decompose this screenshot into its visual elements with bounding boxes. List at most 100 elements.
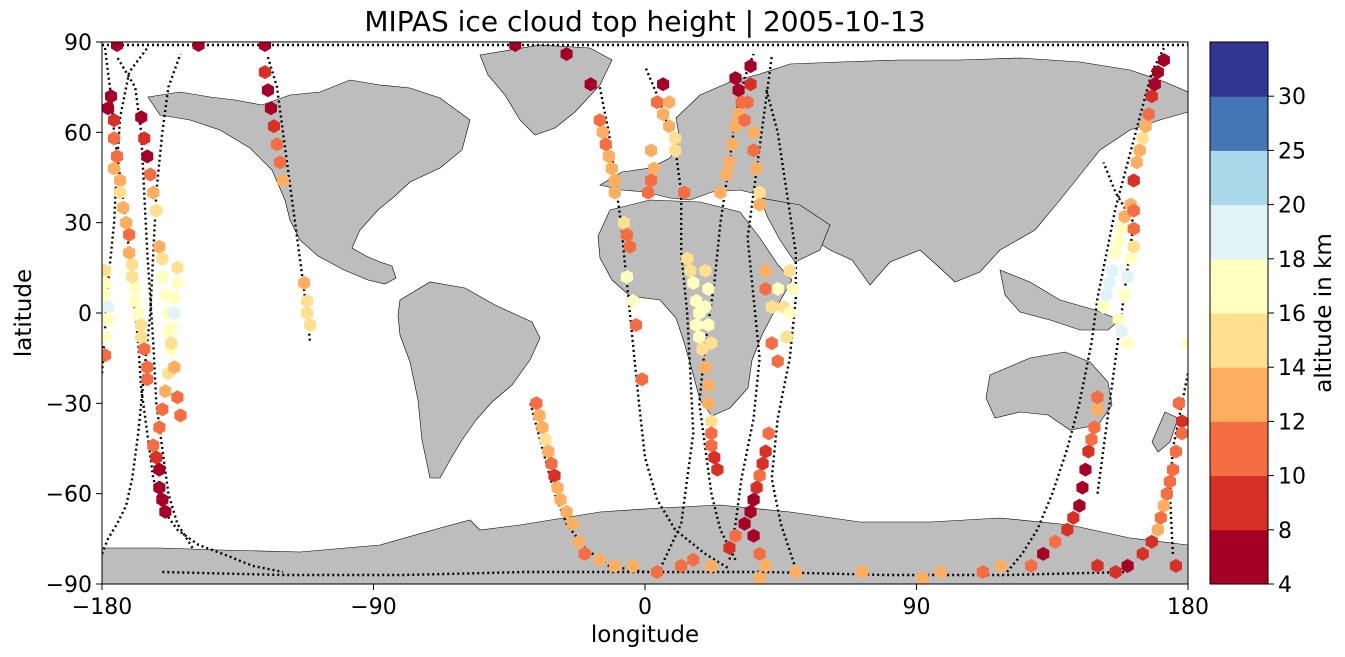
cloud-marker xyxy=(593,552,606,567)
colorbar-label: altitude in km xyxy=(1311,233,1337,393)
cloud-marker xyxy=(168,306,181,320)
cloud-marker xyxy=(759,263,772,278)
colorbar-segment xyxy=(1210,529,1268,585)
cloud-marker xyxy=(1175,414,1188,429)
cloud-marker xyxy=(675,558,688,573)
cloud-marker xyxy=(605,161,618,176)
cloud-marker xyxy=(105,89,118,104)
cloud-marker xyxy=(153,420,166,435)
cloud-marker xyxy=(153,462,166,477)
cloud-marker xyxy=(684,263,697,278)
cloud-marker xyxy=(117,200,130,215)
cloud-marker xyxy=(645,143,658,158)
colorbar-segment xyxy=(1210,96,1268,151)
cloud-marker xyxy=(669,143,682,158)
cloud-marker xyxy=(702,318,715,332)
cloud-marker xyxy=(1145,534,1158,549)
cloud-marker xyxy=(687,275,700,290)
cloud-marker xyxy=(135,110,148,125)
cloud-marker xyxy=(102,348,112,363)
cloud-marker xyxy=(1136,131,1149,146)
cloud-marker xyxy=(258,65,271,80)
colorbar-tick-label: 12 xyxy=(1278,410,1306,435)
cloud-marker xyxy=(1151,522,1164,537)
x-tick-label: −90 xyxy=(350,595,396,620)
y-axis-label: latitude xyxy=(11,269,37,357)
orbit-track xyxy=(1096,161,1135,494)
x-tick-label: 180 xyxy=(1167,595,1209,620)
cloud-marker xyxy=(702,396,715,411)
cloud-marker xyxy=(1172,396,1185,411)
landmass-southeast-asia xyxy=(999,269,1121,331)
cloud-marker xyxy=(1112,233,1125,248)
cloud-marker xyxy=(114,173,127,188)
cloud-marker xyxy=(765,300,778,314)
cloud-marker xyxy=(1115,324,1128,339)
cloud-marker xyxy=(1088,420,1101,435)
cloud-marker xyxy=(1073,498,1086,513)
cloud-marker xyxy=(723,540,736,555)
colorbar-segment xyxy=(1210,258,1268,314)
cloud-marker xyxy=(651,565,664,579)
cloud-marker xyxy=(129,281,142,296)
cloud-marker xyxy=(1082,444,1095,459)
cloud-marker xyxy=(753,546,766,561)
cloud-marker xyxy=(602,149,615,164)
cloud-marker xyxy=(304,318,317,332)
cloud-marker xyxy=(856,565,869,579)
cloud-marker xyxy=(1148,77,1161,92)
cloud-marker xyxy=(783,263,796,278)
cloud-marker xyxy=(156,402,169,417)
cloud-marker xyxy=(1085,432,1098,447)
cloud-marker xyxy=(102,330,112,345)
cloud-marker xyxy=(1118,287,1131,302)
y-tick-label: 0 xyxy=(78,302,92,327)
cloud-marker xyxy=(1130,155,1143,170)
cloud-marker xyxy=(1136,546,1149,561)
x-axis-label: longitude xyxy=(591,622,699,648)
cloud-marker xyxy=(714,185,727,200)
colorbar-segment xyxy=(1210,42,1268,97)
cloud-marker xyxy=(102,275,112,290)
cloud-marker xyxy=(1091,402,1104,417)
y-tick-label: 90 xyxy=(64,31,92,56)
cloud-marker xyxy=(1097,300,1110,314)
cloud-marker xyxy=(1061,522,1074,537)
cloud-marker xyxy=(1025,558,1038,573)
cloud-marker xyxy=(156,269,169,284)
colorbar-tick-label: 8 xyxy=(1278,519,1292,544)
cloud-marker xyxy=(1079,462,1092,477)
cloud-marker xyxy=(596,125,609,140)
cloud-marker xyxy=(539,432,552,447)
ice-cloud-markers xyxy=(102,42,1188,584)
cloud-marker xyxy=(780,330,793,345)
cloud-marker xyxy=(1100,287,1113,302)
cloud-marker xyxy=(1169,444,1182,459)
cloud-marker xyxy=(1160,486,1173,501)
cloud-marker xyxy=(1112,312,1125,326)
cloud-marker xyxy=(1157,498,1170,513)
cloud-marker xyxy=(1127,239,1140,254)
cloud-marker xyxy=(261,83,274,98)
cloud-marker xyxy=(171,390,184,405)
orbit-track xyxy=(116,56,194,549)
cloud-marker xyxy=(762,426,775,441)
cloud-marker xyxy=(1139,119,1152,134)
cloud-marker xyxy=(642,185,655,200)
cloud-marker xyxy=(165,336,178,351)
cloud-marker xyxy=(645,173,658,188)
cloud-marker xyxy=(258,42,271,52)
colorbar-segment xyxy=(1210,204,1268,260)
cloud-marker xyxy=(994,558,1007,573)
cloud-marker xyxy=(789,565,802,579)
cloud-marker xyxy=(753,571,766,584)
cloud-marker xyxy=(705,414,718,429)
cloud-marker xyxy=(617,215,630,230)
cloud-marker xyxy=(1169,558,1182,573)
cloud-marker xyxy=(753,197,766,212)
cloud-marker xyxy=(102,101,115,116)
cloud-marker xyxy=(102,312,115,326)
cloud-marker xyxy=(1157,53,1170,68)
cloud-marker xyxy=(629,318,642,332)
colorbar-tick-label: 10 xyxy=(1278,465,1306,490)
